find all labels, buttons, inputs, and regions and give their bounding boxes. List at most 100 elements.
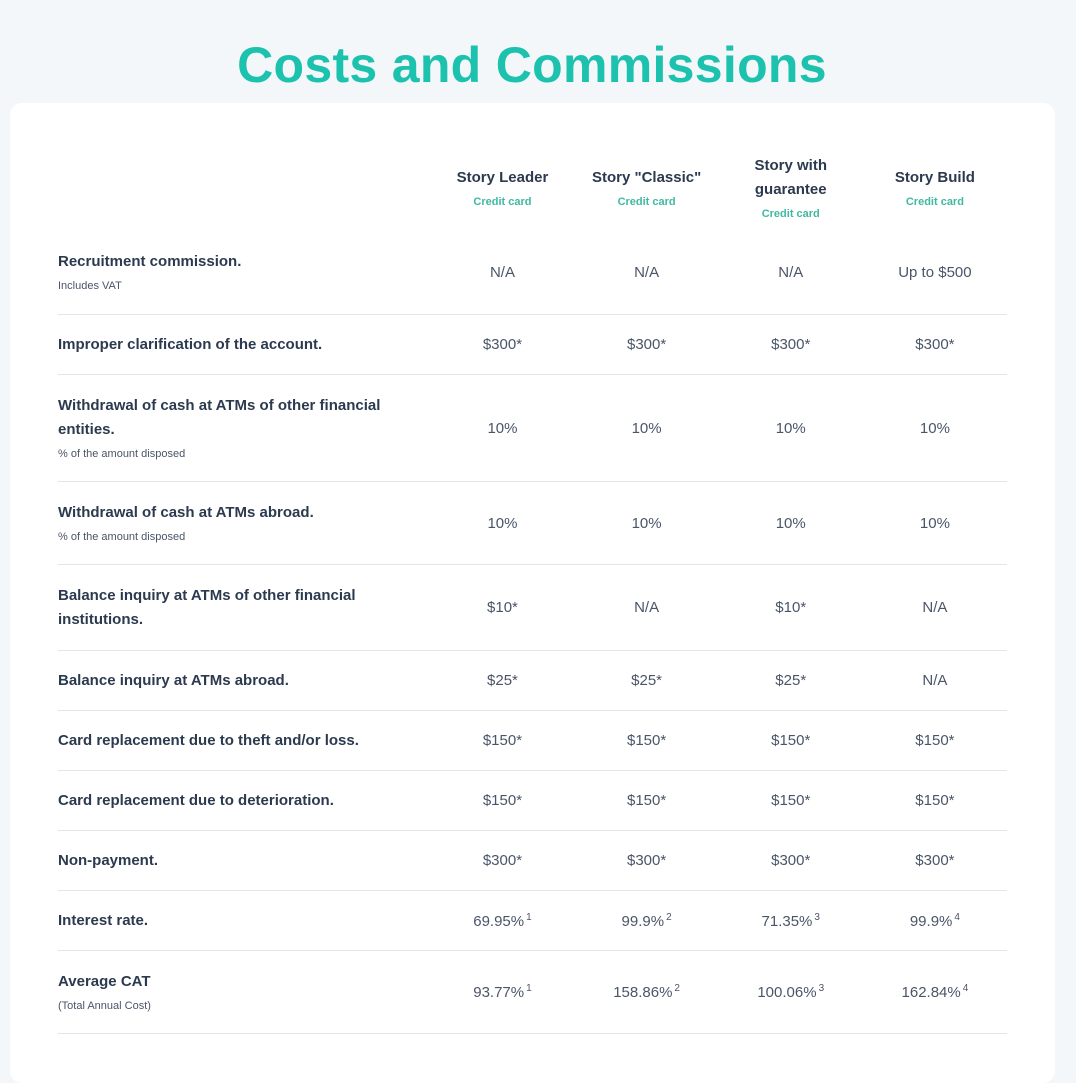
value-text: $150* bbox=[482, 792, 523, 809]
value-cell: 71.35% 3 bbox=[718, 890, 863, 951]
value-text: 158.86% bbox=[613, 984, 673, 1001]
value-text: $300* bbox=[626, 336, 667, 353]
value-cell: $25* bbox=[430, 650, 575, 711]
value-text: 162.84% bbox=[901, 984, 961, 1001]
value-text: $300* bbox=[915, 852, 955, 869]
value-text: 10% bbox=[775, 419, 806, 437]
value-text: $150* bbox=[626, 732, 667, 749]
row-title: Non-payment. bbox=[58, 851, 159, 869]
footnote-ref: 3 bbox=[814, 911, 820, 923]
row-note: % of the amount disposed bbox=[58, 530, 186, 543]
table-row: Withdrawal of cash at ATMs of other fina… bbox=[58, 374, 1007, 482]
value-cell: $10* bbox=[718, 564, 863, 651]
value-cell: N/A bbox=[574, 230, 719, 315]
value-cell: $150* bbox=[862, 710, 1007, 771]
row-title: Card replacement due to deterioration. bbox=[58, 791, 334, 809]
row-title: Withdrawal of cash at ATMs abroad. bbox=[58, 503, 314, 521]
row-note: (Total Annual Cost) bbox=[58, 999, 151, 1012]
table-row: Improper clarification of the account. $… bbox=[58, 314, 1007, 375]
value-text: $300* bbox=[482, 336, 523, 353]
table-row: Card replacement due to theft and/or los… bbox=[58, 710, 1007, 771]
value-cell: $300* bbox=[862, 314, 1007, 375]
value-text: 10% bbox=[631, 514, 662, 532]
value-cell: $25* bbox=[574, 650, 719, 711]
table-row: Interest rate. 69.95% 1 99.9% 2 71.35% 3 99… bbox=[58, 890, 1007, 951]
row-label-cell: Withdrawal of cash at ATMs abroad. % of … bbox=[58, 481, 431, 565]
plan-type: Credit card bbox=[473, 195, 532, 208]
value-text: 100.06% bbox=[757, 984, 817, 1001]
value-cell: 10% bbox=[574, 481, 719, 565]
value-text: $300* bbox=[915, 336, 955, 353]
plan-header: Story Build Credit card bbox=[863, 147, 1007, 230]
plan-header: Story "Classic" Credit card bbox=[575, 147, 719, 230]
value-text: $10* bbox=[775, 599, 807, 616]
footnote-ref: 4 bbox=[954, 911, 960, 923]
value-cell: $150* bbox=[718, 770, 863, 831]
table-row: Non-payment. $300* $300* $300* $300* bbox=[58, 830, 1007, 891]
row-label-cell: Withdrawal of cash at ATMs of other fina… bbox=[58, 374, 431, 482]
row-title: Balance inquiry at ATMs of other financi… bbox=[58, 586, 356, 628]
value-cell: $150* bbox=[574, 770, 719, 831]
value-cell: 10% bbox=[862, 374, 1007, 482]
value-text: $300* bbox=[626, 852, 667, 869]
value-cell: $150* bbox=[574, 710, 719, 771]
value-cell: $150* bbox=[430, 710, 575, 771]
value-text: $150* bbox=[482, 732, 523, 749]
table-row: Average CAT (Total Annual Cost) 93.77% 1 … bbox=[58, 950, 1007, 1034]
value-cell: $300* bbox=[430, 314, 575, 375]
row-label-cell: Balance inquiry at ATMs of other financi… bbox=[58, 564, 431, 651]
footnote-ref: 3 bbox=[818, 983, 825, 994]
footnote-ref: 2 bbox=[666, 911, 672, 923]
table-row: Balance inquiry at ATMs of other financi… bbox=[58, 564, 1007, 651]
value-cell: 10% bbox=[718, 481, 863, 565]
value-cell: 93.77% 1 bbox=[430, 950, 575, 1034]
value-cell: $300* bbox=[718, 830, 863, 891]
value-text: 71.35% bbox=[761, 912, 813, 930]
row-label-cell: Improper clarification of the account. bbox=[58, 314, 431, 375]
value-cell: N/A bbox=[862, 564, 1007, 651]
table-row: Withdrawal of cash at ATMs abroad. % of … bbox=[58, 481, 1007, 565]
header-empty-cell bbox=[58, 147, 430, 230]
row-label-cell: Average CAT (Total Annual Cost) bbox=[58, 950, 431, 1034]
plan-type: Credit card bbox=[761, 207, 820, 220]
value-text: N/A bbox=[922, 599, 948, 616]
value-text: $300* bbox=[482, 852, 523, 869]
value-text: $150* bbox=[626, 792, 667, 809]
value-cell: $150* bbox=[862, 770, 1007, 831]
row-label-cell: Recruitment commission. Includes VAT bbox=[58, 230, 431, 315]
value-text: $25* bbox=[487, 672, 518, 689]
table-row: Recruitment commission. Includes VAT N/A… bbox=[58, 230, 1007, 315]
value-text: N/A bbox=[922, 672, 948, 689]
row-label-cell: Card replacement due to deterioration. bbox=[58, 770, 431, 831]
value-text: $25* bbox=[775, 672, 807, 689]
value-text: N/A bbox=[634, 599, 660, 616]
value-text: $150* bbox=[915, 792, 955, 809]
value-text: 10% bbox=[487, 419, 518, 437]
value-text: $150* bbox=[915, 732, 955, 749]
plan-type: Credit card bbox=[905, 195, 964, 208]
value-cell: $150* bbox=[718, 710, 863, 771]
plan-name: Story with guarantee bbox=[754, 156, 827, 198]
costs-card: Story Leader Credit card Story "Classic"… bbox=[10, 103, 1055, 1083]
value-cell: $300* bbox=[574, 314, 719, 375]
value-cell: N/A bbox=[718, 230, 863, 315]
plan-name: Story Leader bbox=[456, 168, 549, 186]
row-title: Interest rate. bbox=[58, 911, 149, 929]
value-text: $150* bbox=[771, 732, 811, 749]
value-text: $25* bbox=[631, 672, 663, 689]
value-cell: 99.9% 4 bbox=[862, 890, 1007, 951]
value-cell: $150* bbox=[430, 770, 575, 831]
value-text: 10% bbox=[775, 514, 806, 532]
value-cell: 10% bbox=[430, 374, 575, 482]
plan-name: Story Build bbox=[894, 168, 975, 186]
footnote-ref: 1 bbox=[526, 983, 532, 994]
row-label-cell: Card replacement due to theft and/or los… bbox=[58, 710, 431, 771]
value-text: N/A bbox=[634, 263, 660, 281]
table-row: Card replacement due to deterioration. $… bbox=[58, 770, 1007, 831]
value-text: $10* bbox=[487, 599, 518, 616]
value-text: 69.95% bbox=[473, 912, 525, 930]
table-header-row: Story Leader Credit card Story "Classic"… bbox=[58, 147, 1007, 230]
value-text: 10% bbox=[631, 419, 662, 437]
value-text: 99.9% bbox=[909, 912, 953, 930]
costs-table: Story Leader Credit card Story "Classic"… bbox=[58, 147, 1007, 1034]
